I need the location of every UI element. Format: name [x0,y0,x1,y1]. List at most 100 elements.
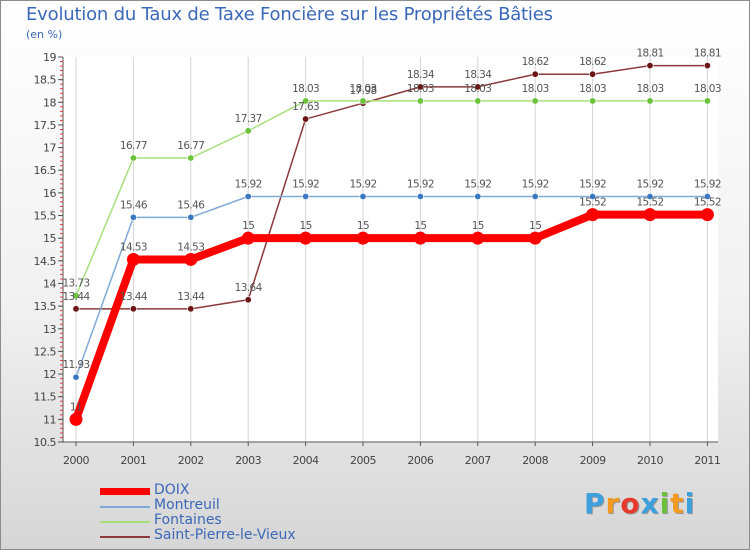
data-label: 16.77 [177,140,204,152]
series-line-doix [72,210,708,421]
unit-label: (en %) [26,28,63,41]
x-tick-label: 2008 [522,454,548,467]
data-label: 14.53 [177,241,204,253]
data-label: 18.81 [636,48,663,60]
data-label: 18.62 [522,56,549,68]
data-point [413,231,427,245]
data-label: 15 [242,220,254,232]
y-tick-label: 11.5 [34,391,57,404]
data-label: 18.03 [522,83,549,95]
data-label: 18.03 [464,83,491,95]
logo-letter: i [684,487,696,520]
logo-letter: r [605,487,621,520]
legend-swatch-montreuil [100,506,150,508]
data-point [528,231,542,245]
y-tick-label: 17 [43,142,56,155]
data-label: 15.52 [636,197,663,209]
data-point [416,97,424,105]
data-point [700,208,714,222]
page-title: Evolution du Taux de Taxe Foncière sur l… [26,4,553,25]
data-label: 15 [529,220,541,232]
y-tick-label: 15 [43,232,56,245]
y-tick-label: 12 [43,368,56,381]
proxiti-logo: Proxiti [584,487,695,520]
data-point [299,231,313,245]
data-label: 18.03 [694,83,721,95]
data-point [703,97,711,105]
data-point [531,97,539,105]
data-label: 18.03 [636,83,663,95]
legend-swatch-saint-pierre-le-vieux [100,536,150,538]
data-point [703,62,711,70]
x-tick-label: 2011 [694,454,720,467]
legend-label-saint-pierre-le-vieux: Saint-Pierre-le-Vieux [154,527,296,543]
logo-letter: x [640,487,660,520]
x-tick-label: 2003 [235,454,261,467]
data-point [302,97,310,105]
data-point [471,231,485,245]
legend-item-saint-pierre-le-vieux[interactable]: Saint-Pierre-le-Vieux [100,527,360,544]
data-label: 15.92 [464,179,491,191]
data-label: 15.92 [235,179,262,191]
series-line-saint-pierre-le-vieux [76,64,708,310]
data-label: 15.46 [120,199,148,211]
data-point [302,115,310,123]
y-tick-label: 11 [43,413,56,426]
data-point [474,97,482,105]
data-point [416,83,424,91]
data-point [129,305,137,313]
data-label: 11 [70,401,82,413]
y-tick-label: 14.5 [34,255,57,268]
data-point [72,373,80,381]
data-point [474,83,482,91]
data-point [302,193,310,201]
data-point [129,154,137,162]
y-tick-label: 13 [43,323,56,336]
data-point [703,193,711,201]
data-label: 13.64 [235,282,263,294]
legend-label-doix: DOIX [154,482,190,498]
data-point [244,193,252,201]
data-label: 11.93 [62,359,89,371]
data-label: 18.03 [292,83,319,95]
y-tick-label: 18 [43,96,56,109]
data-point [187,305,195,313]
data-point [241,231,255,245]
data-label: 18.03 [579,83,606,95]
data-label: 17.63 [292,101,319,113]
data-label: 16.77 [120,140,147,152]
data-point [244,296,252,304]
data-point [643,208,657,222]
data-label: 18.34 [407,69,435,81]
data-label: 18.62 [579,56,606,68]
data-point [184,252,198,266]
data-label: 18.03 [349,83,376,95]
y-tick-label: 17.5 [34,119,57,132]
legend-item-fontaines[interactable]: Fontaines [100,512,360,529]
legend-label-montreuil: Montreuil [154,497,220,513]
data-point [187,154,195,162]
data-point [69,412,83,426]
data-label: 17.37 [235,113,262,125]
data-label: 15.92 [349,179,376,191]
x-tick-label: 2007 [465,454,491,467]
data-label: 15.92 [522,179,549,191]
data-point [589,193,597,201]
y-tick-label: 13.5 [34,300,57,313]
data-point [646,62,654,70]
y-tick-label: 19 [43,51,56,64]
data-point [244,127,252,135]
logo-letter: t [670,487,685,520]
data-label: 15.92 [694,179,721,191]
data-label: 15.92 [579,179,606,191]
legend-item-doix[interactable]: DOIX [100,482,360,499]
data-point [359,97,367,105]
data-point [356,231,370,245]
series-line-fontaines [75,100,708,296]
data-point [589,70,597,78]
legend-item-montreuil[interactable]: Montreuil [100,497,360,514]
data-point [72,305,80,313]
series-line-montreuil [75,195,708,378]
data-label: 17.98 [349,85,376,97]
x-tick-label: 2009 [580,454,606,467]
